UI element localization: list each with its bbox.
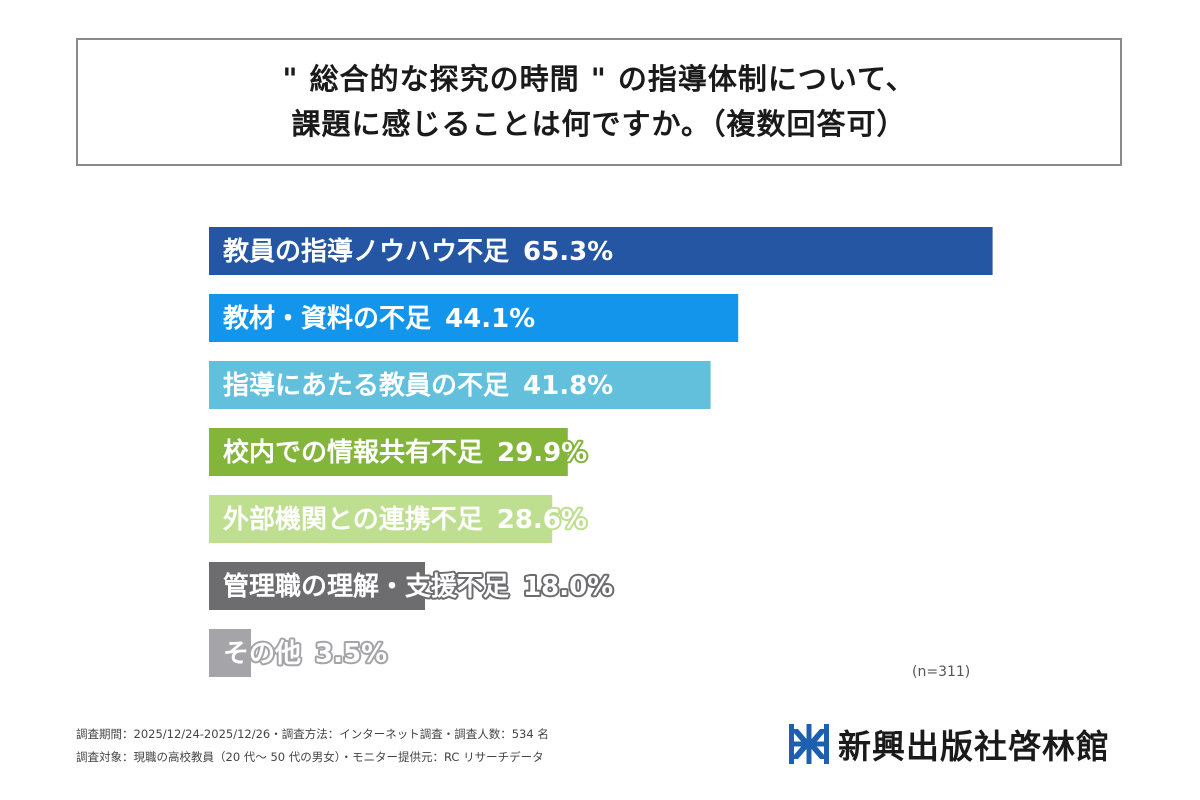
bar-label-3: 指導にあたる教員の不足 41.8% — [223, 370, 613, 401]
bar-6 — [209, 562, 425, 610]
bar-label-7: その他 3.5% — [223, 639, 387, 669]
publisher-name: 新興出版社啓林館 — [838, 727, 1110, 766]
bar-value-label-4: 29.9% — [497, 438, 587, 468]
bar-label-2: 教材・資料の不足 44.1% — [223, 304, 535, 334]
survey-target-note: 調査対象：現職の高校教員（20 代～ 50 代の男女）・モニター提供元：RC リ… — [76, 750, 544, 764]
survey-period-note: 調査期間：2025/12/24-2025/12/26・調査方法：インターネット調… — [76, 727, 549, 741]
chart-title-line-2: 課題に感じることは何ですか。（複数回答可） — [291, 107, 907, 141]
chart-title-line-1: " 総合的な探究の時間 " の指導体制について、 — [282, 62, 916, 96]
bar-1 — [209, 227, 993, 275]
bar-value-label-5: 28.6% — [497, 505, 587, 535]
bar-label-4: 校内での情報共有不足 29.9% — [223, 437, 587, 468]
bar-3 — [209, 361, 711, 409]
publisher-logo-icon — [789, 724, 829, 764]
bar-category-label-4: 校内での情報共有不足 — [223, 437, 483, 468]
bar-label-6: 管理職の理解・支援不足 18.0% — [223, 572, 613, 602]
bar-category-label-7: その他 — [223, 639, 301, 669]
bar-label-5: 外部機関との連携不足 28.6% — [223, 504, 587, 535]
bar-category-label-2: 教材・資料の不足 — [223, 304, 431, 334]
bar-4 — [209, 428, 568, 476]
sample-size-note: (n=311) — [912, 664, 971, 680]
bar-category-label-3: 指導にあたる教員の不足 — [223, 370, 509, 401]
bar-label-1: 教員の指導ノウハウ不足 65.3% — [223, 236, 613, 267]
title-box: " 総合的な探究の時間 " の指導体制について、 課題に感じることは何ですか。（… — [76, 38, 1122, 166]
bar-category-label-6: 管理職の理解・支援不足 — [223, 572, 509, 602]
bar-category-label-1: 教員の指導ノウハウ不足 — [223, 236, 509, 267]
bar-value-label-2: 44.1% — [445, 304, 535, 334]
bar-5 — [209, 495, 553, 543]
bar-7 — [209, 629, 251, 677]
bar-value-label-6: 18.0% — [523, 572, 613, 602]
bar-category-label-5: 外部機関との連携不足 — [223, 504, 483, 535]
bar-value-label-3: 41.8% — [523, 371, 613, 401]
publisher-logo: 新興出版社啓林館 — [786, 720, 1110, 768]
bar-value-label-1: 65.3% — [523, 237, 613, 267]
bar-value-label-7: 3.5% — [315, 639, 387, 669]
bar-2 — [209, 294, 739, 342]
